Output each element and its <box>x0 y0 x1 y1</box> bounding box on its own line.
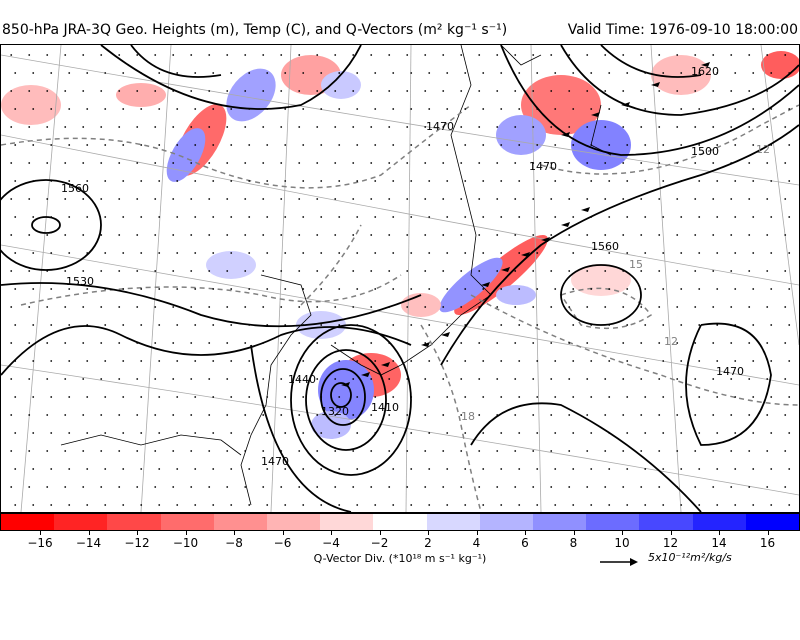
height-label: 1410 <box>371 401 399 414</box>
height-label: 1470 <box>426 120 454 133</box>
colorbar-tick-label: −2 <box>370 536 389 550</box>
colorbar-tick <box>428 531 429 535</box>
colorbar-tick <box>670 531 672 535</box>
temp-label: 12 <box>756 143 770 156</box>
valid-time: Valid Time: 1976-09-10 18:00:00 <box>567 22 798 38</box>
colorbar-tick-label: −10 <box>172 536 199 550</box>
q-vector-arrow <box>381 362 390 367</box>
q-vector-arrow <box>421 342 430 347</box>
colorbar-segment <box>213 514 268 530</box>
colorbar-tick <box>40 531 41 535</box>
colorbar-segment <box>1 514 55 530</box>
q-vector-arrow <box>481 282 490 287</box>
height-label: 1470 <box>529 160 557 173</box>
q-vector-arrow <box>581 207 590 212</box>
q-vector-arrow <box>541 237 550 242</box>
colorbar-label: Q-Vector Div. (*10¹⁸ m s⁻¹ kg⁻¹) <box>313 552 487 565</box>
q-vector-arrow <box>441 332 450 337</box>
temp-label: 15 <box>629 258 643 271</box>
q-vector-arrow <box>651 82 660 87</box>
height-label: 1500 <box>691 145 719 158</box>
q-vector-arrow <box>561 132 570 137</box>
colorbar-tick-label: 16 <box>759 536 776 550</box>
reference-vector-label: 5x10⁻¹²m²/kg/s <box>648 551 732 564</box>
colorbar-tick <box>282 531 284 535</box>
graticule <box>1 45 799 512</box>
height-label: 1440 <box>288 373 316 386</box>
colorbar-ticks: −16 −14 −12 −10 −8 −6 −4 −2 2 4 6 8 10 12 14 16 <box>0 531 800 551</box>
colorbar-tick-label: 12 <box>662 536 679 550</box>
temp-label: 12 <box>664 335 678 348</box>
colorbar-tick-label: 10 <box>614 536 630 550</box>
colorbar-tick-label: −6 <box>273 536 292 550</box>
colorbar-tick-label: −12 <box>124 536 150 550</box>
colorbar-segment <box>373 514 427 530</box>
reference-vector-arrow <box>600 558 638 566</box>
colorbar-segment <box>267 514 321 530</box>
temperature-contours <box>1 104 799 512</box>
height-label: 1320 <box>321 405 349 418</box>
colorbar-tick <box>331 531 332 535</box>
colorbar-tick-label: 4 <box>472 536 481 550</box>
height-contour-labels: 1560 1530 1470 1440 1410 1320 1470 1560 … <box>61 65 744 468</box>
q-vector-arrow <box>591 112 600 117</box>
q-vector-arrow <box>521 252 530 257</box>
colorbar-tick <box>379 531 381 535</box>
height-label: 1560 <box>591 240 619 253</box>
q-vector-arrow <box>341 382 350 387</box>
colorbar-tick-label: 8 <box>569 536 578 550</box>
colorbar-tick <box>88 531 90 535</box>
colorbar-tick-label: −16 <box>27 536 53 550</box>
q-vector-field <box>10 54 791 506</box>
colorbar-tick-label: −4 <box>322 536 340 550</box>
temp-label: 18 <box>461 410 475 423</box>
colorbar-segment <box>533 514 587 530</box>
colorbar-tick <box>622 531 623 535</box>
colorbar-tick <box>719 531 720 535</box>
colorbar-tick <box>185 531 187 535</box>
colorbar-segment <box>745 514 800 530</box>
q-vector-arrow <box>561 222 570 227</box>
colorbar-tick-label: 14 <box>711 536 727 550</box>
q-vector-arrow <box>501 267 510 272</box>
colorbar-segment <box>320 514 374 530</box>
colorbar-tick <box>476 531 478 535</box>
q-vector-arrow <box>701 62 710 67</box>
colorbar-tick-label: −14 <box>75 536 102 550</box>
colorbar-segment <box>107 514 161 530</box>
colorbar-segment <box>426 514 480 530</box>
colorbar-segment <box>586 514 640 530</box>
height-label: 1530 <box>66 275 94 288</box>
map-title: 850-hPa JRA-3Q Geo. Heights (m), Temp (C… <box>2 22 508 38</box>
colorbar-segment <box>639 514 693 530</box>
colorbar-segment <box>479 514 534 530</box>
colorbar-tick <box>573 531 575 535</box>
colorbar-segment <box>54 514 108 530</box>
colorbar-segment <box>692 514 746 530</box>
colorbar-segment <box>160 514 214 530</box>
height-label: 1470 <box>716 365 744 378</box>
colorbar-tick-label: 2 <box>424 536 432 550</box>
temperature-contour-labels: 15 12 12 18 <box>461 143 770 423</box>
height-label: 1470 <box>261 455 289 468</box>
q-vector-arrow <box>361 372 370 377</box>
colorbar-tick-label: 6 <box>521 536 529 550</box>
map-panel: 1560 1530 1470 1440 1410 1320 1470 1560 … <box>0 44 800 513</box>
colorbar <box>0 513 800 531</box>
colorbar-tick <box>767 531 769 535</box>
colorbar-tick <box>234 531 235 535</box>
colorbar-tick-label: −8 <box>225 536 243 550</box>
height-label: 1560 <box>61 182 89 195</box>
height-contours <box>1 45 799 512</box>
colorbar-tick <box>525 531 526 535</box>
height-label: 1620 <box>691 65 719 78</box>
colorbar-tick <box>137 531 138 535</box>
q-vector-arrow <box>621 102 630 107</box>
